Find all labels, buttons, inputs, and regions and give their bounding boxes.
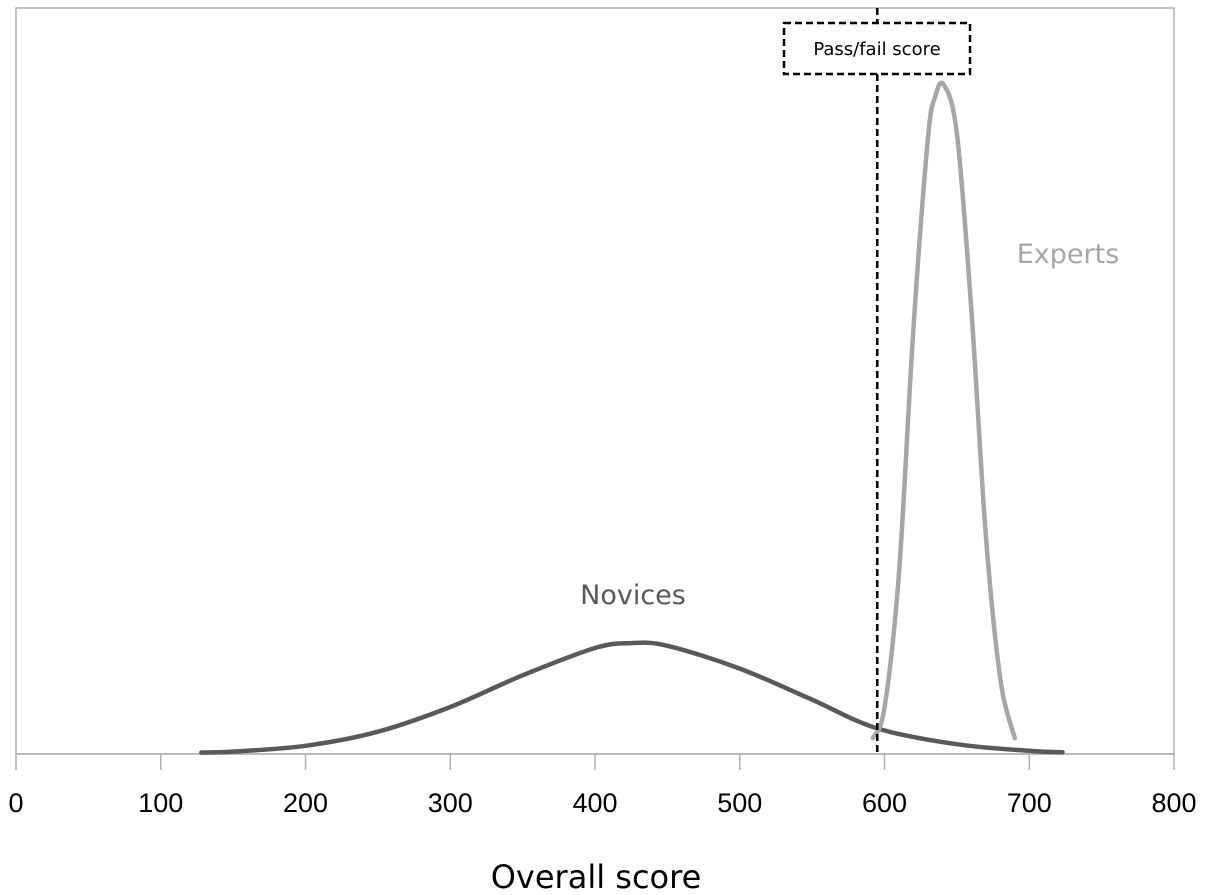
x-tick-label: 700 [1007,788,1052,818]
x-tick-label: 0 [8,788,23,818]
x-tick-label: 100 [138,788,183,818]
x-axis: 0 100 200 300 400 500 600 700 800 [8,753,1197,818]
x-axis-title: Overall score [491,858,702,895]
plot-frame [15,7,1175,755]
x-tick-label: 400 [572,788,617,818]
series-line-novices [199,640,1065,755]
series-line-experts [870,80,1018,741]
x-tick-label: 200 [283,788,328,818]
series-label-novices: Novices [580,580,686,611]
x-tick-label: 500 [717,788,762,818]
pass-fail-label: Pass/fail score [813,39,940,60]
series-layer: Novices Experts [199,80,1120,755]
pass-fail-label-box [782,21,972,76]
series-label-experts: Experts [1017,239,1120,270]
x-tick-label: 600 [862,788,907,818]
x-tick-label: 300 [428,788,473,818]
x-tick-label: 800 [1151,788,1196,818]
annotation-layer: Pass/fail score [782,8,972,756]
